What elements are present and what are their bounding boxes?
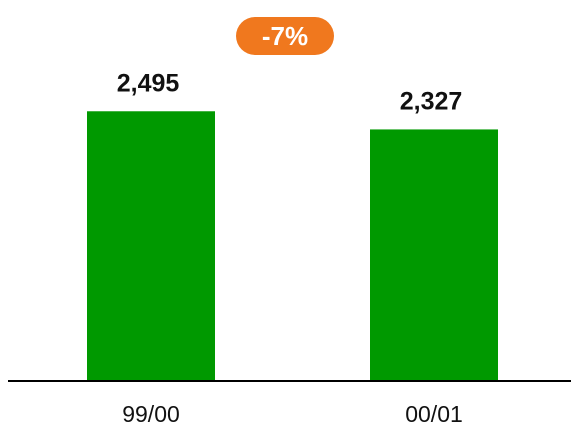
category-labels-group: 99/00 00/01 (122, 401, 463, 427)
bars-group (87, 111, 498, 382)
value-label-99-00: 2,495 (117, 69, 180, 97)
category-label-00-01: 00/01 (405, 401, 463, 427)
bar-99-00 (87, 111, 215, 382)
change-badge-label: -7% (262, 21, 308, 51)
change-badge-background (236, 17, 334, 55)
value-label-00-01: 2,327 (400, 87, 463, 115)
change-badge: -7% (236, 17, 334, 55)
value-labels-group: 2,495 2,327 (117, 69, 463, 115)
category-label-99-00: 99/00 (122, 401, 180, 427)
bar-00-01 (370, 129, 498, 381)
